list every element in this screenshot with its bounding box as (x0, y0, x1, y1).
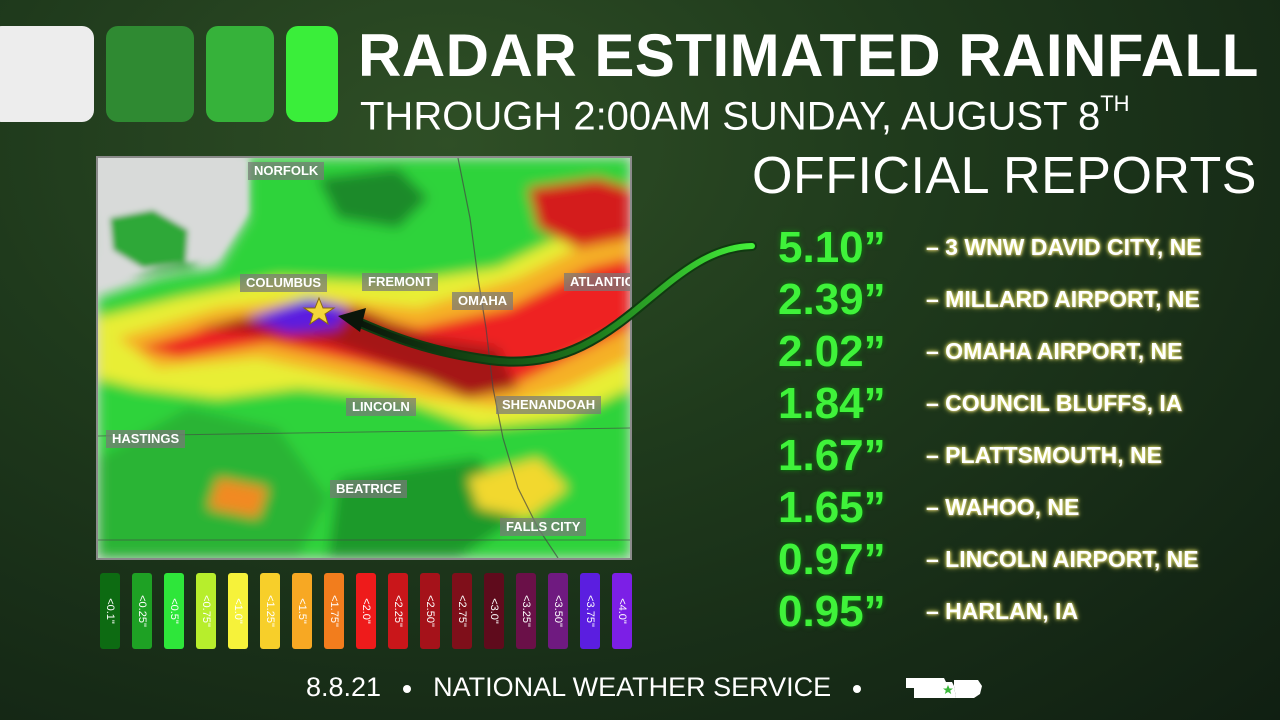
report-location: – HARLAN, IA (926, 598, 1079, 624)
legend-swatch: <4.0" (612, 573, 632, 649)
city-label-fremont: FREMONT (362, 273, 439, 291)
legend-label: <1.0" (232, 598, 244, 624)
legend-label: <3.75" (584, 595, 596, 627)
radar-rainfall-overlay (98, 158, 630, 558)
city-label-beatrice: BEATRICE (330, 480, 408, 498)
legend-label: <1.5" (296, 598, 308, 624)
footer-agency: NATIONAL WEATHER SERVICE (433, 672, 832, 702)
legend-swatch: <1.75" (324, 573, 344, 649)
report-value: 1.84” (778, 379, 886, 428)
legend-swatch: <2.0" (356, 573, 376, 649)
legend-swatch: <1.25" (260, 573, 280, 649)
legend-swatch: <3.25" (516, 573, 536, 649)
legend-label: <2.75" (456, 595, 468, 627)
legend-label: <2.0" (360, 598, 372, 624)
legend-swatch: <2.50" (420, 573, 440, 649)
report-row: 1.84” – COUNCIL BLUFFS, IA (778, 378, 1258, 430)
legend-swatch: <0.5" (164, 573, 184, 649)
rainfall-map: NORFOLK COLUMBUS FREMONT OMAHA ATLANTIC … (96, 156, 632, 560)
report-row: 2.02” – OMAHA AIRPORT, NE (778, 326, 1258, 378)
nebraska-iowa-logo-icon (906, 678, 982, 698)
city-label-falls-city: FALLS CITY (500, 518, 587, 536)
tile-dark-green (106, 26, 194, 122)
report-row: 1.67” – PLATTSMOUTH, NE (778, 430, 1258, 482)
legend-swatch: <2.25" (388, 573, 408, 649)
bullet-icon (403, 684, 412, 693)
footer-date: 8.8.21 (306, 672, 382, 702)
tile-mid-green (206, 26, 274, 122)
footer: 8.8.21 NATIONAL WEATHER SERVICE (306, 670, 1006, 704)
legend-label: <2.50" (424, 595, 436, 627)
city-label-atlantic: ATLANTIC (564, 273, 630, 291)
report-value: 5.10” (778, 223, 886, 272)
city-label-hastings: HASTINGS (106, 430, 186, 448)
report-location: – 3 WNW DAVID CITY, NE (926, 234, 1202, 260)
legend-swatch: <3.75" (580, 573, 600, 649)
legend-label: <0.75" (200, 595, 212, 627)
legend-label: <3.25" (520, 595, 532, 627)
report-value: 2.02” (778, 327, 886, 376)
report-value: 0.95” (778, 587, 886, 636)
report-row: 5.10” – 3 WNW DAVID CITY, NE (778, 222, 1258, 274)
legend-swatch: <0.75" (196, 573, 216, 649)
tile-white (0, 26, 94, 122)
legend-swatch: <1.5" (292, 573, 312, 649)
city-label-columbus: COLUMBUS (240, 274, 328, 292)
legend-label: <4.0" (616, 598, 628, 624)
report-location: – MILLARD AIRPORT, NE (926, 286, 1200, 312)
report-row: 1.65” – WAHOO, NE (778, 482, 1258, 534)
report-value: 2.39” (778, 275, 886, 324)
report-location: – LINCOLN AIRPORT, NE (926, 546, 1199, 572)
legend-label: <0.25" (136, 595, 148, 627)
legend-swatch: <2.75" (452, 573, 472, 649)
legend-label: <2.25" (392, 595, 404, 627)
page-subtitle: THROUGH 2:00AM SUNDAY, AUGUST 8TH (360, 86, 1260, 138)
report-row: 2.39” – MILLARD AIRPORT, NE (778, 274, 1258, 326)
legend-swatch: <3.50" (548, 573, 568, 649)
legend-swatch: <0.25" (132, 573, 152, 649)
report-location: – COUNCIL BLUFFS, IA (926, 390, 1183, 416)
report-value: 1.65” (778, 483, 886, 532)
report-row: 0.95” – HARLAN, IA (778, 586, 1258, 638)
subtitle-text: THROUGH 2:00AM SUNDAY, AUGUST 8 (360, 94, 1101, 139)
legend-swatch: <0.1" (100, 573, 120, 649)
official-reports-heading: OFFICIAL REPORTS (752, 147, 1257, 205)
tile-bright-green (286, 26, 338, 122)
city-label-lincoln: LINCOLN (346, 398, 416, 416)
bullet-icon (853, 684, 862, 693)
report-value: 0.97” (778, 535, 886, 584)
legend-label: <0.1" (104, 598, 116, 624)
report-location: – PLATTSMOUTH, NE (926, 442, 1162, 468)
report-value: 1.67” (778, 431, 886, 480)
report-location: – WAHOO, NE (926, 494, 1080, 520)
legend-swatch: <3.0" (484, 573, 504, 649)
city-label-norfolk: NORFOLK (248, 162, 325, 180)
legend-swatch: <1.0" (228, 573, 248, 649)
report-location: – OMAHA AIRPORT, NE (926, 338, 1183, 364)
legend-label: <3.50" (552, 595, 564, 627)
city-label-omaha: OMAHA (452, 292, 514, 310)
pointer-arrow (338, 241, 757, 367)
legend-label: <1.25" (264, 595, 276, 627)
subtitle-ordinal: TH (1100, 91, 1130, 116)
city-label-shenandoah: SHENANDOAH (496, 396, 602, 414)
legend-label: <3.0" (488, 598, 500, 624)
page-title: RADAR ESTIMATED RAINFALL (358, 22, 1259, 89)
legend-label: <1.75" (328, 595, 340, 627)
report-row: 0.97” – LINCOLN AIRPORT, NE (778, 534, 1258, 586)
legend-label: <0.5" (168, 598, 180, 624)
